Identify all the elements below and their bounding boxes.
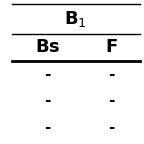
Text: $\mathbf{F}$: $\mathbf{F}$ [105,38,118,56]
Text: -: - [108,67,115,82]
Text: -: - [108,120,115,135]
Text: $\mathbf{Bs}$: $\mathbf{Bs}$ [35,38,60,56]
Text: -: - [44,93,51,108]
Text: -: - [108,93,115,108]
Text: -: - [44,120,51,135]
Text: -: - [44,67,51,82]
Text: $\mathbf{B}_{1}$: $\mathbf{B}_{1}$ [64,9,87,29]
